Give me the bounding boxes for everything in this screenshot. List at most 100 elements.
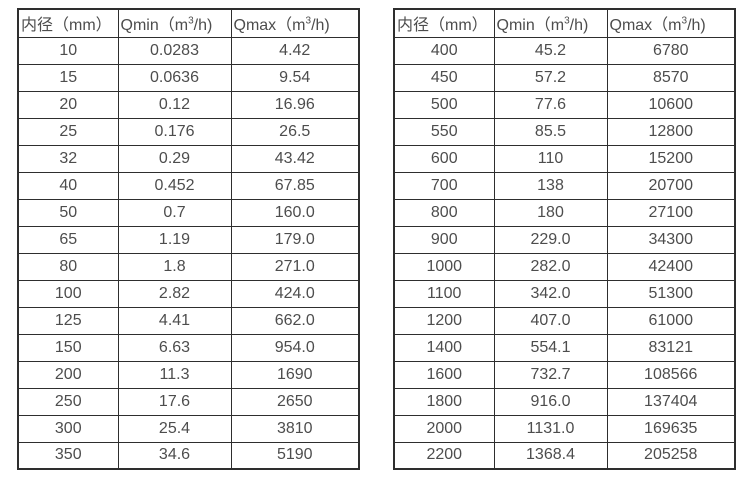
qmin-cell: 0.452 [117, 171, 232, 200]
qmin-cell: 110 [493, 144, 608, 173]
qmax-cell: 8570 [606, 63, 736, 92]
diameter-cell: 150 [17, 333, 119, 362]
qmax-cell: 34300 [606, 225, 736, 254]
qmax-cell: 2650 [230, 387, 360, 416]
superscript-3: 3 [681, 15, 688, 27]
qmax-cell: 15200 [606, 144, 736, 173]
qmax-cell: 6780 [606, 36, 736, 65]
qmax-cell: 137404 [606, 387, 736, 416]
qmax-cell: 205258 [606, 441, 736, 470]
header-diameter: 内径（mm） [17, 8, 119, 38]
diameter-cell: 100 [17, 279, 119, 308]
table-row: 20 0.12 16.96 [17, 90, 360, 119]
diameter-cell: 1200 [393, 306, 495, 335]
diameter-cell: 1600 [393, 360, 495, 389]
table-row: 500 77.6 10600 [393, 90, 736, 119]
diameter-cell: 550 [393, 117, 495, 146]
qmin-cell: 0.7 [117, 198, 232, 227]
qmin-cell: 0.0283 [117, 36, 232, 65]
diameter-cell: 65 [17, 225, 119, 254]
table-row: 250 17.6 2650 [17, 387, 360, 416]
header-qmin-unit-end: /h) [569, 17, 589, 35]
diameter-cell: 1100 [393, 279, 495, 308]
qmin-cell: 11.3 [117, 360, 232, 389]
header-qmin-unit-end: /h) [193, 17, 213, 35]
header-qmin-label: Qmin（m [120, 17, 189, 35]
flow-table-small-diameters: 内径（mm） Qmin（m3/h) Qmax（m3/h) 10 0.0283 4.4… [17, 8, 360, 470]
superscript-3: 3 [188, 15, 194, 27]
header-diameter-label: 内径（mm） [21, 17, 112, 35]
table-row: 350 34.6 5190 [17, 441, 360, 470]
qmax-cell: 51300 [606, 279, 736, 308]
header-diameter: 内径（mm） [393, 8, 495, 38]
qmax-cell: 10600 [606, 90, 736, 119]
header-qmin: Qmin（m3/h) [493, 8, 608, 38]
table-row: 2000 1131.0 169635 [393, 414, 736, 443]
diameter-cell: 2000 [393, 414, 495, 443]
table-header: 内径（mm） Qmin（m3/h) Qmax（m3/h) [17, 8, 360, 38]
diameter-cell: 600 [393, 144, 495, 173]
qmax-cell: 179.0 [230, 225, 360, 254]
qmin-cell: 85.5 [493, 117, 608, 146]
qmin-cell: 6.63 [117, 333, 232, 362]
header-qmax: Qmax（m3/h) [606, 8, 736, 38]
diameter-cell: 20 [17, 90, 119, 119]
diameter-cell: 2200 [393, 441, 495, 470]
qmax-cell: 42400 [606, 252, 736, 281]
qmin-cell: 57.2 [493, 63, 608, 92]
table-body: 400 45.2 6780 450 57.2 8570 500 77.6 10600 550 85.… [393, 36, 736, 470]
qmax-cell: 43.42 [230, 144, 360, 173]
table-row: 125 4.41 662.0 [17, 306, 360, 335]
diameter-cell: 300 [17, 414, 119, 443]
diameter-cell: 15 [17, 63, 119, 92]
qmin-cell: 25.4 [117, 414, 232, 443]
diameter-cell: 800 [393, 198, 495, 227]
table-row: 1000 282.0 42400 [393, 252, 736, 281]
qmin-cell: 0.12 [117, 90, 232, 119]
qmin-cell: 34.6 [117, 441, 232, 470]
table-row: 900 229.0 34300 [393, 225, 736, 254]
table-row: 400 45.2 6780 [393, 36, 736, 65]
table-row: 32 0.29 43.42 [17, 144, 360, 173]
flow-table-large-diameters: 内径（mm） Qmin（m3/h) Qmax（m3/h) 400 45.2 6780… [393, 8, 736, 470]
diameter-cell: 400 [393, 36, 495, 65]
qmax-cell: 5190 [230, 441, 360, 470]
header-qmin: Qmin（m3/h) [117, 8, 232, 38]
table-row: 100 2.82 424.0 [17, 279, 360, 308]
qmin-cell: 554.1 [493, 333, 608, 362]
qmin-cell: 342.0 [493, 279, 608, 308]
table-row: 10 0.0283 4.42 [17, 36, 360, 65]
qmax-cell: 9.54 [230, 63, 360, 92]
qmax-cell: 12800 [606, 117, 736, 146]
header-qmin-label: Qmin（m [496, 17, 565, 35]
table-row: 800 180 27100 [393, 198, 736, 227]
qmax-cell: 271.0 [230, 252, 360, 281]
qmax-cell: 27100 [606, 198, 736, 227]
table-row: 1200 407.0 61000 [393, 306, 736, 335]
qmax-cell: 954.0 [230, 333, 360, 362]
table-row: 300 25.4 3810 [17, 414, 360, 443]
table-row: 550 85.5 12800 [393, 117, 736, 146]
diameter-cell: 700 [393, 171, 495, 200]
qmax-cell: 61000 [606, 306, 736, 335]
header-row: 内径（mm） Qmin（m3/h) Qmax（m3/h) [17, 8, 360, 38]
table-row: 40 0.452 67.85 [17, 171, 360, 200]
qmax-cell: 83121 [606, 333, 736, 362]
table-row: 150 6.63 954.0 [17, 333, 360, 362]
qmin-cell: 180 [493, 198, 608, 227]
table-row: 65 1.19 179.0 [17, 225, 360, 254]
diameter-cell: 32 [17, 144, 119, 173]
table-row: 1600 732.7 108566 [393, 360, 736, 389]
header-row: 内径（mm） Qmin（m3/h) Qmax（m3/h) [393, 8, 736, 38]
qmin-cell: 138 [493, 171, 608, 200]
qmin-cell: 1131.0 [493, 414, 608, 443]
qmax-cell: 4.42 [230, 36, 360, 65]
diameter-cell: 80 [17, 252, 119, 281]
header-qmax: Qmax（m3/h) [230, 8, 360, 38]
diameter-cell: 900 [393, 225, 495, 254]
qmax-cell: 20700 [606, 171, 736, 200]
qmin-cell: 17.6 [117, 387, 232, 416]
qmin-cell: 0.176 [117, 117, 232, 146]
table-row: 80 1.8 271.0 [17, 252, 360, 281]
